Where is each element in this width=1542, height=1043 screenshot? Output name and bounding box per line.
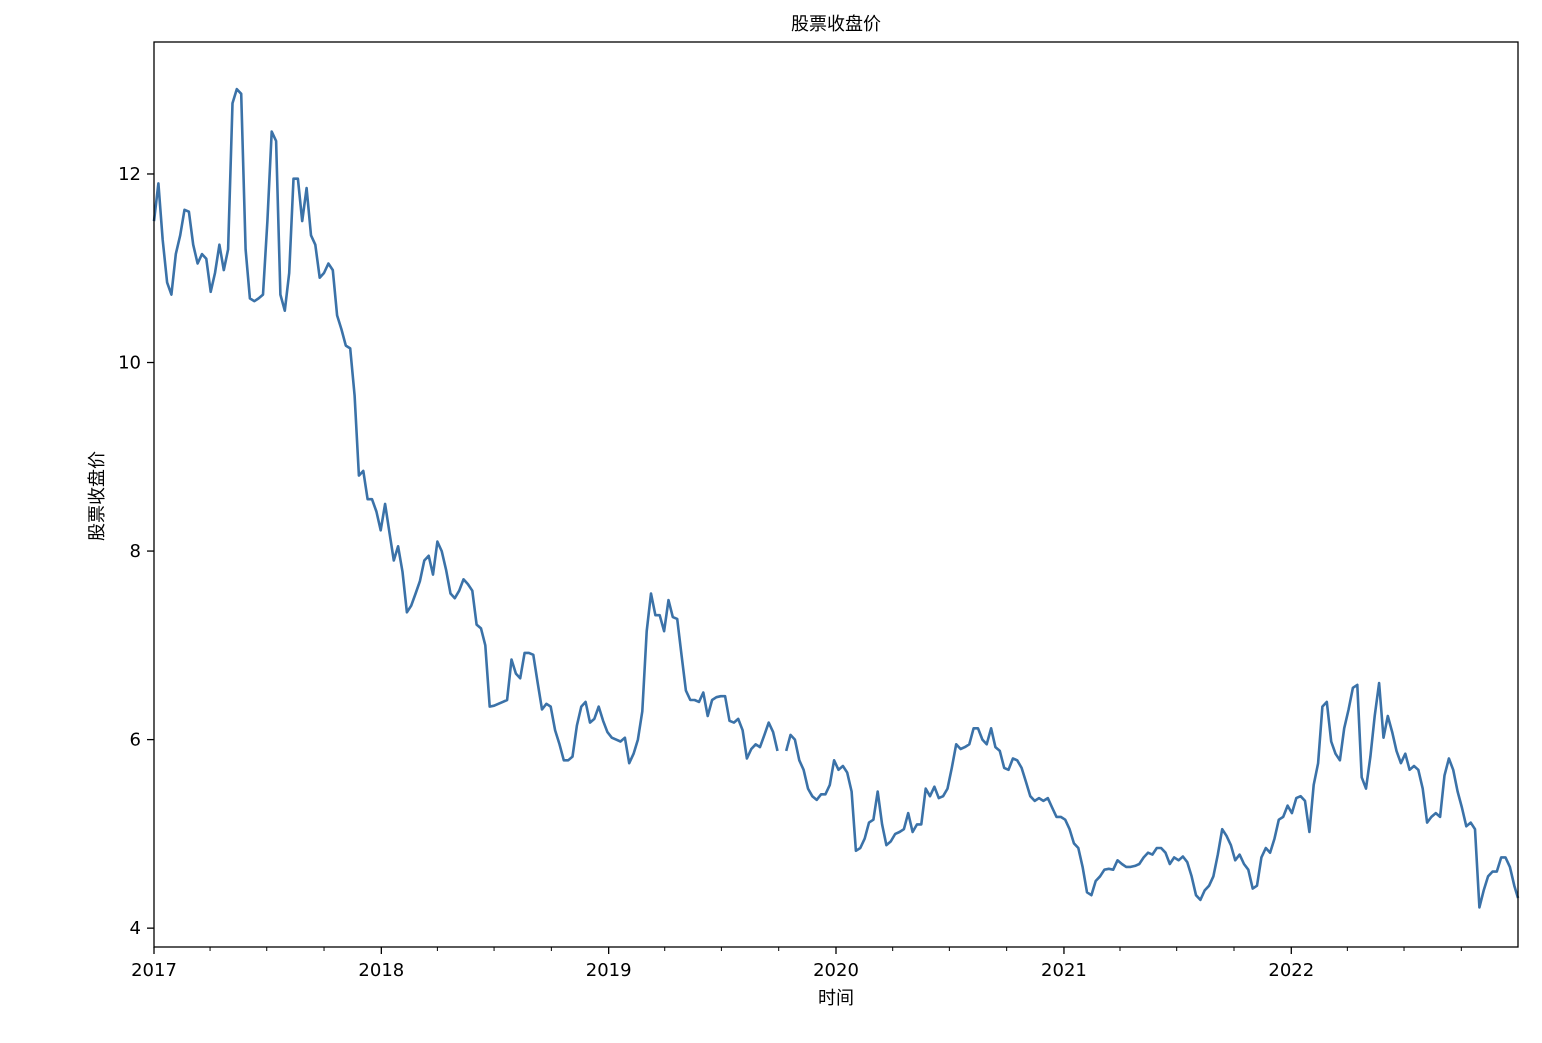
y-tick-label-10: 10 [118,353,141,374]
y-axis-label: 股票收盘价 [87,451,108,541]
ticks-layer: 2017 2018 2019 2020 2021 2022 4 6 8 10 12 [118,164,1462,981]
x-tick-label-2017: 2017 [131,960,177,981]
x-tick-label-2018: 2018 [358,960,404,981]
x-tick-label-2020: 2020 [813,960,859,981]
y-tick-label-4: 4 [130,918,141,939]
x-tick-label-2019: 2019 [586,960,632,981]
y-tick-label-6: 6 [130,730,141,751]
x-axis-label: 时间 [818,988,854,1009]
y-tick-label-8: 8 [130,541,141,562]
chart-title: 股票收盘价 [791,14,881,35]
plot-frame [153,41,1519,948]
x-tick-label-2021: 2021 [1041,960,1087,981]
series-line-0 [152,87,1520,909]
x-tick-label-2022: 2022 [1268,960,1314,981]
series-layer [152,87,1520,909]
y-tick-label-12: 12 [118,164,141,185]
